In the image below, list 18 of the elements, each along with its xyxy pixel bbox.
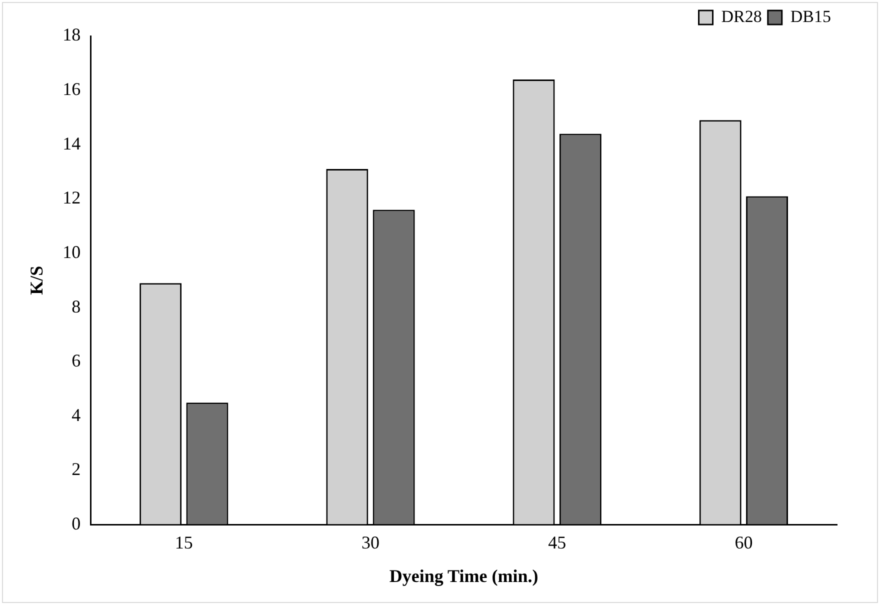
y-tick-label: 0 (72, 514, 81, 534)
y-tick-label: 14 (62, 133, 81, 154)
y-tick-label: 4 (72, 404, 81, 425)
y-tick-label: 10 (62, 242, 81, 262)
legend-label: DB15 (790, 6, 832, 26)
y-axis-title: K/S (26, 266, 46, 295)
y-tick-label: 8 (72, 296, 81, 316)
x-tick-label: 15 (174, 532, 193, 552)
y-tick-label: 18 (62, 24, 81, 45)
x-axis-title: Dyeing Time (min.) (389, 566, 538, 586)
y-tick-label: 12 (62, 188, 81, 208)
y-tick-label: 2 (72, 459, 81, 480)
y-tick-label: 6 (72, 350, 81, 371)
x-tick-label: 45 (548, 532, 566, 552)
legend-label: DR28 (721, 6, 762, 26)
y-tick-label: 16 (62, 79, 81, 100)
x-tick-label: 30 (362, 532, 380, 552)
x-tick-label: 60 (734, 532, 753, 552)
